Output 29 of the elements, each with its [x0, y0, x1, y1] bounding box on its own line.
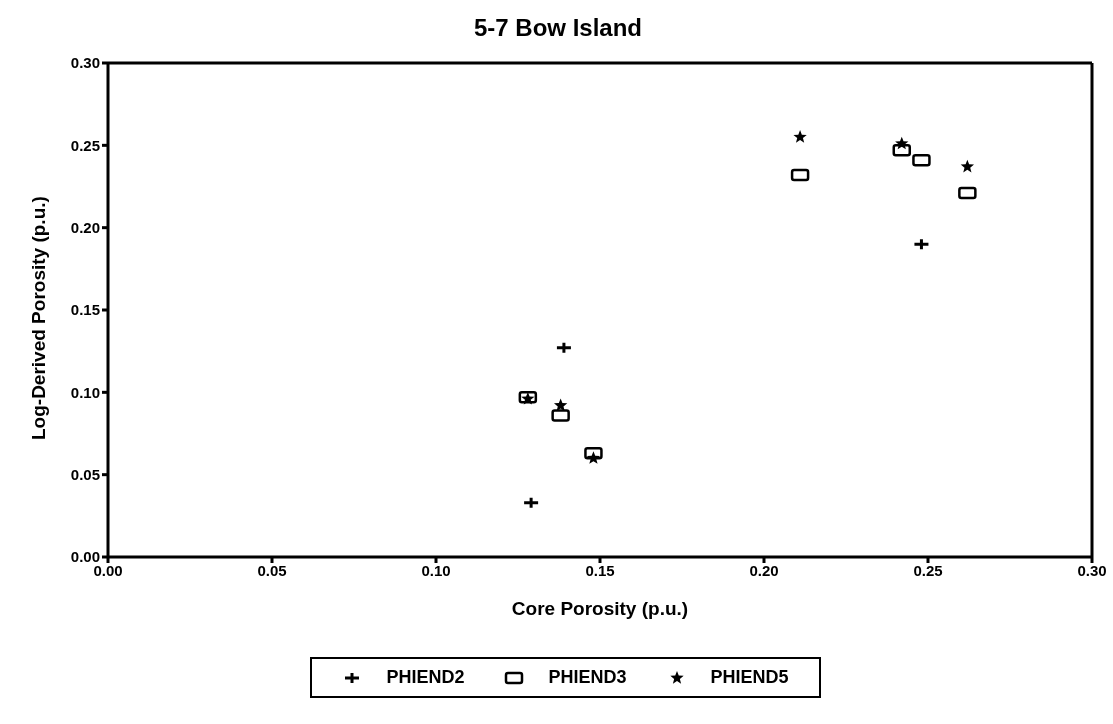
- text: 0.30: [70, 54, 100, 72]
- point: [912, 153, 931, 167]
- point: [895, 136, 909, 150]
- point: [524, 497, 539, 508]
- point: [958, 186, 977, 200]
- legend-label: PHIEND3: [548, 667, 627, 688]
- y-axis-title: Log-Derived Porosity (p.u.): [27, 196, 49, 440]
- point: [793, 130, 807, 143]
- point: [586, 451, 601, 464]
- point: [556, 342, 571, 353]
- legend-label: PHIEND2: [386, 667, 465, 688]
- y-tick-label: 0.05: [70, 465, 100, 483]
- text: 0.10: [70, 383, 100, 401]
- x-tick-label: 0.25: [913, 561, 943, 579]
- text: 0.30: [1077, 561, 1107, 579]
- chart-title: 5-7 Bow Island: [472, 13, 643, 43]
- x-tick-label: 0.05: [257, 561, 287, 579]
- text: 0.20: [70, 218, 100, 236]
- point: [553, 398, 568, 412]
- x-tick-label: 0.15: [585, 561, 615, 579]
- point: [790, 168, 810, 182]
- y-tick-label: 0.15: [70, 301, 100, 319]
- text: 0.10: [421, 561, 451, 579]
- text: 0.20: [749, 561, 779, 579]
- point: [914, 239, 929, 250]
- x-axis-title: Core Porosity (p.u.): [511, 598, 689, 619]
- legend-label: PHIEND5: [710, 667, 789, 688]
- y-tick-label: 0.25: [70, 136, 100, 154]
- point: [960, 159, 975, 173]
